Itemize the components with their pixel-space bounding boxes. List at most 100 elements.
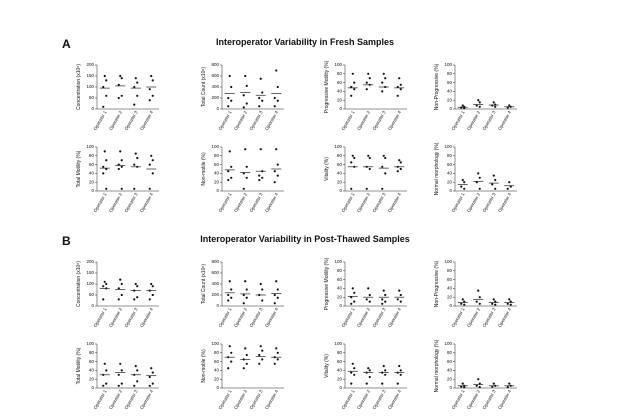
data-point [506, 386, 509, 389]
data-point [120, 165, 123, 168]
data-point [119, 278, 122, 281]
y-tick-label: 0 [216, 385, 219, 390]
data-point [353, 291, 356, 294]
data-point [136, 369, 139, 372]
data-point [103, 362, 106, 365]
data-point [230, 360, 233, 363]
data-point [261, 91, 264, 94]
data-point [276, 163, 279, 166]
data-point [258, 353, 261, 357]
y-tick-label: 400 [211, 84, 219, 89]
data-point [276, 85, 279, 89]
data-point [276, 99, 279, 102]
data-point [228, 345, 231, 348]
data-point [478, 101, 481, 104]
data-point [475, 384, 478, 387]
data-point [365, 382, 368, 385]
y-axis-label: Non-Progressive (%) [434, 63, 440, 110]
data-point [151, 382, 154, 385]
data-point [381, 298, 384, 301]
data-point [382, 289, 385, 292]
y-tick-label: 80 [447, 350, 453, 355]
data-point [508, 181, 511, 184]
y-tick-label: 100 [444, 144, 452, 149]
data-point [151, 94, 154, 97]
data-point [276, 174, 279, 177]
data-point [102, 172, 105, 175]
y-tick-label: 200 [211, 292, 219, 297]
data-point [227, 105, 230, 108]
data-point [350, 187, 353, 190]
data-point [477, 289, 480, 292]
data-point [381, 382, 384, 385]
data-point [105, 382, 108, 385]
data-point [396, 298, 399, 301]
y-axis-label: Non-motile (%) [201, 152, 207, 186]
y-tick-label: 100 [211, 341, 219, 346]
data-point [105, 79, 108, 82]
y-tick-label: 40 [447, 171, 453, 176]
data-point [261, 349, 264, 352]
y-tick-label: 60 [337, 277, 343, 282]
y-tick-label: 0 [339, 303, 342, 308]
data-point [461, 298, 464, 301]
data-point [365, 187, 368, 190]
y-tick-label: 20 [214, 376, 220, 381]
data-point [384, 293, 387, 297]
data-point [133, 384, 136, 387]
data-point [463, 386, 466, 389]
data-point [245, 84, 248, 87]
data-point [492, 382, 495, 385]
data-point [133, 298, 136, 301]
y-tick-label: 0 [91, 106, 94, 111]
section-title: Interoperator Variability in Fresh Sampl… [216, 37, 394, 47]
section-title: Interoperator Variability in Post-Thawed… [200, 234, 410, 244]
y-tick-label: 100 [86, 84, 94, 89]
y-tick-label: 100 [444, 259, 452, 264]
data-point [399, 88, 402, 91]
data-point [120, 187, 123, 190]
y-tick-label: 20 [214, 179, 220, 184]
data-point [276, 351, 279, 354]
data-point [244, 148, 247, 151]
data-point [494, 187, 497, 190]
y-tick-label: 40 [337, 368, 343, 373]
y-axis-label: Normal morphology (%) [434, 142, 440, 195]
y-tick-label: 40 [337, 286, 343, 291]
data-point [475, 300, 478, 303]
data-point [245, 296, 248, 299]
section-label: B [62, 234, 71, 248]
data-point [133, 163, 136, 166]
data-point [134, 282, 137, 286]
y-axis-label: Total Motility (%) [76, 347, 82, 384]
data-point [102, 384, 105, 387]
data-point [353, 156, 356, 160]
data-point [382, 154, 385, 157]
data-point [105, 282, 108, 286]
data-point [259, 77, 262, 80]
data-point [119, 150, 122, 153]
data-point [368, 167, 371, 171]
data-point [478, 176, 481, 179]
data-point [384, 172, 387, 175]
data-point [276, 288, 279, 291]
y-tick-label: 40 [447, 368, 453, 373]
data-point [261, 176, 264, 179]
data-point [136, 94, 139, 97]
data-point [384, 369, 387, 372]
y-tick-label: 60 [337, 359, 343, 364]
data-point [242, 94, 245, 97]
data-point [242, 106, 245, 109]
data-point [275, 347, 278, 350]
data-point [148, 88, 151, 91]
data-point [151, 285, 154, 288]
data-point [275, 148, 278, 151]
data-point [381, 187, 384, 190]
data-point [117, 373, 120, 376]
data-point [491, 302, 494, 305]
data-point [119, 362, 122, 365]
y-tick-label: 80 [89, 153, 95, 158]
data-point [120, 369, 123, 372]
data-point [258, 178, 261, 182]
data-point [478, 302, 481, 305]
